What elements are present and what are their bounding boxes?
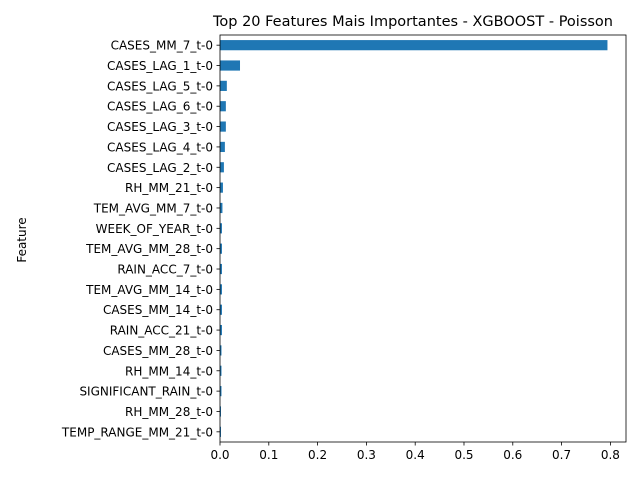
y-tick-label: CASES_LAG_5_t-0 (107, 79, 213, 93)
bar (220, 141, 225, 153)
bar (220, 243, 222, 254)
x-tick-label: 0.0 (210, 448, 229, 462)
bar (220, 223, 222, 234)
y-tick-label: CASES_LAG_1_t-0 (107, 59, 213, 73)
bar (220, 345, 222, 356)
x-tick-label: 0.7 (552, 448, 571, 462)
x-tick-label: 0.3 (357, 448, 376, 462)
y-axis-label: Feature (15, 217, 29, 262)
bar (220, 80, 227, 91)
bar (220, 121, 226, 132)
y-tick-label: CASES_LAG_6_t-0 (107, 100, 213, 114)
y-tick-label: RH_MM_14_t-0 (125, 364, 213, 378)
x-tick-label: 0.6 (503, 448, 522, 462)
bar (220, 40, 608, 51)
y-tick-label: CASES_LAG_3_t-0 (107, 120, 213, 134)
y-tick-label: TEM_AVG_MM_28_t-0 (85, 242, 213, 256)
plot-area-border (219, 34, 627, 443)
y-tick-label: CASES_MM_14_t-0 (103, 303, 213, 317)
axes-frame (219, 34, 627, 443)
y-tick-label: RH_MM_28_t-0 (125, 405, 213, 419)
bar (220, 284, 222, 295)
y-tick-label: RH_MM_21_t-0 (125, 181, 213, 195)
x-tick-label: 0.1 (259, 448, 278, 462)
x-tick-label: 0.2 (308, 448, 327, 462)
bar (220, 162, 224, 173)
y-tick-label: TEM_AVG_MM_14_t-0 (85, 283, 213, 297)
bar (220, 182, 223, 193)
x-tick-label: 0.5 (454, 448, 473, 462)
chart-title: Top 20 Features Mais Importantes - XGBOO… (212, 14, 613, 30)
y-tick-label: CASES_MM_28_t-0 (103, 344, 213, 358)
bar (220, 263, 222, 275)
bar (220, 60, 241, 71)
bar (220, 386, 222, 397)
bar (220, 426, 221, 437)
y-tick-label: CASES_LAG_4_t-0 (107, 140, 213, 154)
bar (220, 101, 226, 112)
y-tick-label: CASES_MM_7_t-0 (111, 39, 213, 53)
y-tick-label: CASES_LAG_2_t-0 (107, 161, 213, 175)
y-tick-label: RAIN_ACC_21_t-0 (110, 324, 213, 338)
y-tick-label: RAIN_ACC_7_t-0 (117, 263, 213, 277)
x-tick-labels: 0.0 0.1 0.2 0.3 0.4 0.5 0.6 0.7 0.8 (210, 442, 620, 462)
y-tick-label: SIGNIFICANT_RAIN_t-0 (79, 385, 213, 399)
y-tick-label: TEMP_RANGE_MM_21_t-0 (61, 425, 213, 439)
y-tick-label: WEEK_OF_YEAR_t-0 (96, 222, 213, 236)
bar (220, 365, 222, 376)
x-tick-label: 0.4 (406, 448, 425, 462)
bar (220, 324, 222, 336)
bars-group (220, 40, 608, 437)
bar (220, 406, 221, 417)
x-tick-label: 0.8 (601, 448, 620, 462)
bar (220, 202, 223, 214)
y-tick-labels: CASES_MM_7_t-0 CASES_LAG_1_t-0 CASES_LAG_5… (61, 39, 220, 439)
y-tick-label: TEM_AVG_MM_7_t-0 (93, 201, 213, 215)
bar (220, 304, 222, 315)
